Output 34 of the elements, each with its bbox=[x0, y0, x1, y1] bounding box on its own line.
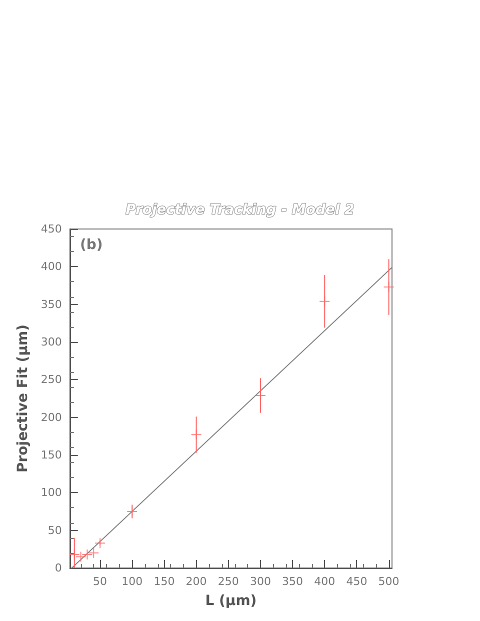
x-tick-label: 50 bbox=[93, 575, 108, 588]
point bbox=[319, 296, 330, 307]
x-tick-label: 200 bbox=[186, 575, 207, 588]
point bbox=[190, 429, 202, 440]
x-tick-label: 150 bbox=[154, 575, 175, 588]
y-tick-label: 50 bbox=[48, 524, 62, 537]
y-tick-label: 300 bbox=[40, 336, 62, 348]
point bbox=[94, 538, 106, 549]
annotation: (b) bbox=[80, 237, 103, 253]
y-tick-label: 150 bbox=[40, 448, 62, 462]
y-tick-label: 350 bbox=[40, 298, 62, 311]
point bbox=[82, 548, 93, 560]
y-tick-label: 100 bbox=[40, 486, 62, 500]
x-tick-label: 300 bbox=[250, 575, 271, 588]
x-tick-label: 100 bbox=[122, 575, 143, 588]
point bbox=[88, 547, 100, 558]
x-tick-label: 250 bbox=[218, 575, 239, 588]
y-tick-label: 400 bbox=[40, 260, 62, 274]
x-tick-label: 400 bbox=[314, 575, 336, 588]
y-tick-label: 200 bbox=[40, 410, 62, 424]
point bbox=[75, 551, 86, 562]
y-tick-label: 450 bbox=[40, 222, 62, 236]
y-tick-label: 250 bbox=[40, 373, 62, 386]
x-axis-title: L (μm) bbox=[205, 593, 257, 609]
point bbox=[254, 390, 266, 401]
y-axis-title: Projective Fit (μm) bbox=[15, 324, 31, 472]
x-tick-label: 450 bbox=[346, 575, 368, 588]
point bbox=[126, 506, 138, 517]
point bbox=[68, 548, 80, 560]
y-tick-label: 0 bbox=[54, 562, 62, 574]
point bbox=[383, 282, 394, 293]
x-tick-label: 350 bbox=[282, 575, 304, 588]
x-tick-label: 500 bbox=[378, 575, 400, 588]
chart-title: Projective Tracking - Model 2 bbox=[126, 202, 354, 218]
